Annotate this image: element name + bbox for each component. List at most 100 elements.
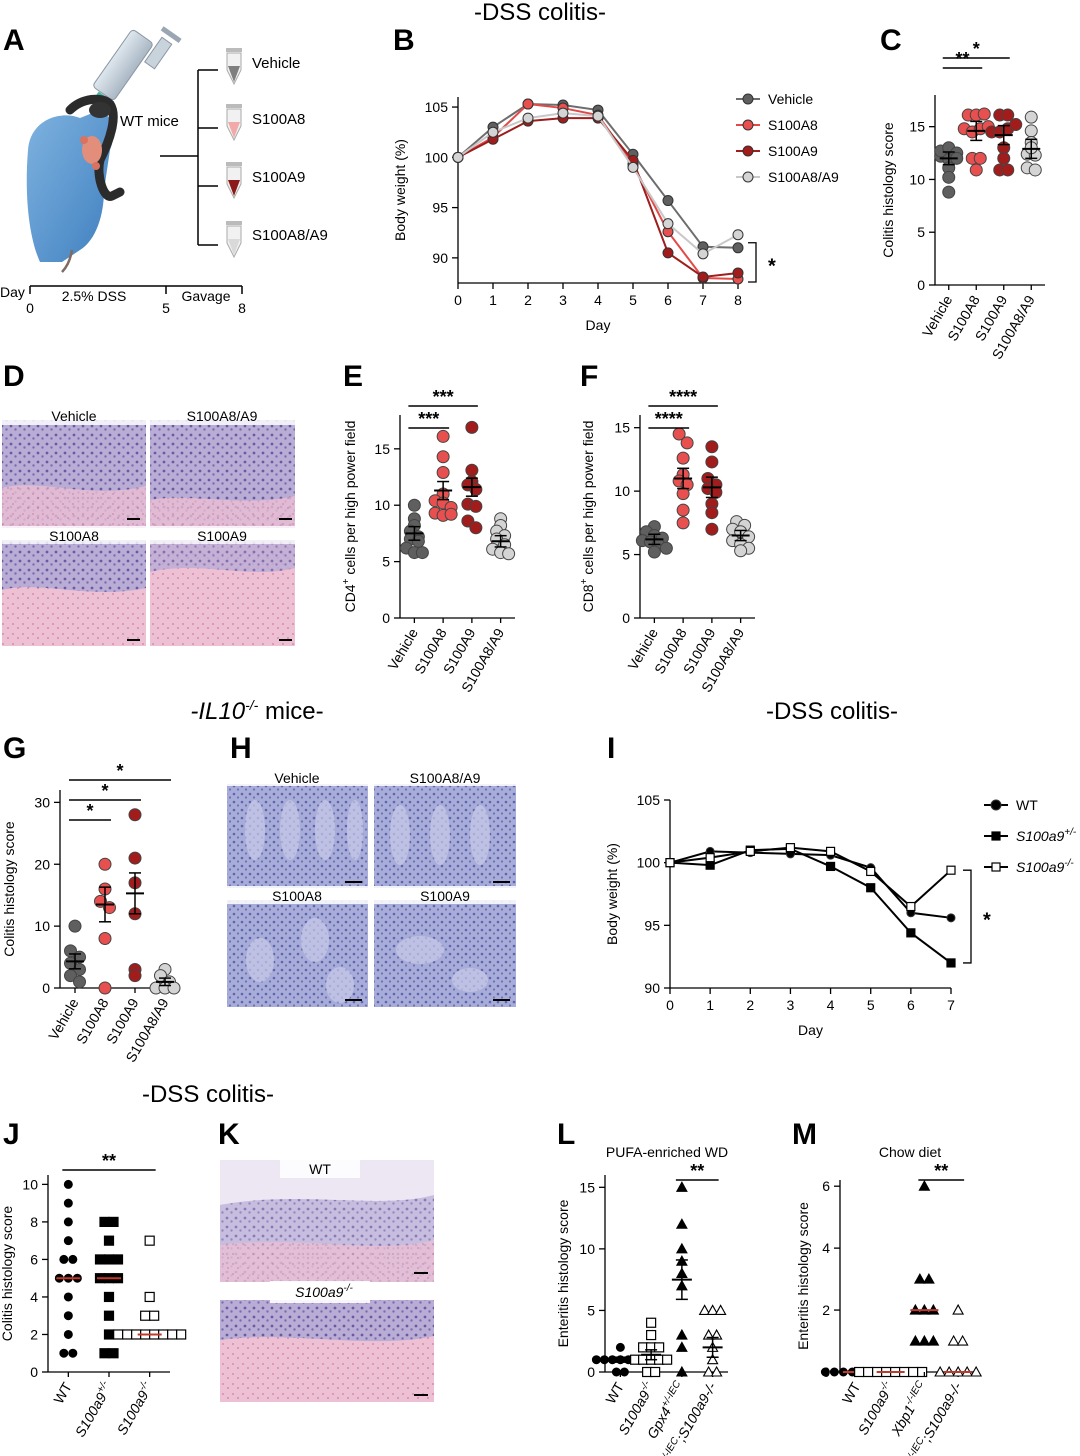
y-tick-label-j: 8 <box>30 1214 38 1230</box>
tube-label-s100a9: S100A9 <box>252 169 305 186</box>
y-axis-label-i: Body weight (%) <box>604 843 620 945</box>
data-point <box>176 1329 187 1340</box>
data-point <box>665 858 675 868</box>
data-point <box>697 271 709 283</box>
x-axis-label-b: Day <box>586 317 611 333</box>
mouse-in-glove-icon <box>26 94 125 273</box>
il10-title-sup: -/- <box>245 697 259 713</box>
panel-a-schematic: WT mice Vehicle S100A8 S100A9 <box>0 26 328 316</box>
data-point <box>732 229 744 241</box>
data-point <box>407 498 421 512</box>
data-point <box>969 163 983 177</box>
data-point <box>675 1328 688 1340</box>
panel-letter-k: K <box>218 1118 240 1151</box>
data-point <box>63 1292 73 1302</box>
x-tick-label-m: WT <box>839 1379 864 1406</box>
y-tick-label-j: 10 <box>22 1176 38 1192</box>
data-point <box>103 1291 115 1303</box>
data-point <box>64 969 77 983</box>
data-point <box>913 1272 926 1284</box>
y-tick-label-e: 5 <box>382 554 390 570</box>
y-axis-label-g: Colitis histology score <box>1 821 17 957</box>
histology-label-d-vehicle: Vehicle <box>51 408 96 424</box>
data-point <box>676 451 690 465</box>
data-point <box>646 1329 657 1341</box>
y-axis-label-tail-e: cells per high power field <box>342 421 358 579</box>
legend-label-text: S100a9 <box>1016 828 1064 844</box>
data-point <box>68 1348 78 1358</box>
x-tick-label-sup: -/-IEC <box>903 1378 926 1407</box>
data-point <box>647 545 661 559</box>
x-tick-label-b: 8 <box>734 292 742 308</box>
panel-letter-m: M <box>792 1118 817 1151</box>
data-point <box>592 110 604 122</box>
significance-label: * <box>86 801 93 821</box>
data-point <box>63 1198 73 1208</box>
y-axis-label-main-i: Body weight (%) <box>604 843 620 945</box>
legend-label-text: WT <box>1016 797 1038 813</box>
y-axis-label-main-m: Enteritis histology score <box>795 1202 811 1350</box>
data-point <box>140 1310 151 1321</box>
series-line <box>457 112 739 256</box>
data-point <box>697 248 709 260</box>
data-point <box>918 1334 931 1346</box>
legend-marker <box>990 799 1002 811</box>
data-point <box>906 901 916 912</box>
data-point <box>128 969 142 983</box>
x-tick-label-sup: +/-IEC <box>659 1378 683 1409</box>
y-axis-label-l: Enteritis histology score <box>555 1199 571 1347</box>
data-point <box>591 1355 601 1365</box>
significance-label: ** <box>690 1161 704 1181</box>
data-point <box>654 1342 665 1353</box>
data-point <box>732 267 744 279</box>
y-tick-label-c: 15 <box>909 119 925 135</box>
data-point <box>659 541 673 555</box>
data-point <box>680 436 694 450</box>
data-point <box>825 861 836 872</box>
data-point <box>167 1329 178 1340</box>
data-point <box>829 1367 839 1377</box>
y-tick-label-f: 5 <box>622 547 630 563</box>
legend-label-sup: -/- <box>1064 858 1074 869</box>
legend-label: Vehicle <box>768 91 813 107</box>
x-tick-label-i: 2 <box>746 997 754 1013</box>
data-point <box>676 516 690 530</box>
x-tick-label-text: WT <box>602 1379 627 1406</box>
data-point <box>59 1254 69 1264</box>
data-point <box>698 1304 711 1315</box>
data-point <box>1024 110 1038 124</box>
y-axis-label-main-g: Colitis histology score <box>1 821 17 957</box>
y-tick-label-i: 105 <box>637 792 661 808</box>
data-point <box>973 151 987 165</box>
legend-label-text: S100A9 <box>768 143 818 159</box>
y-axis-label-c: Colitis histology score <box>880 122 896 258</box>
data-point <box>444 507 458 521</box>
y-tick-label-b: 100 <box>425 149 449 165</box>
data-point <box>675 1365 688 1377</box>
x-tick-label-i: 3 <box>787 997 795 1013</box>
y-tick-label-c: 10 <box>909 171 925 187</box>
y-tick-label-c: 5 <box>917 224 925 240</box>
x-tick-label-b: 3 <box>559 292 567 308</box>
x-tick-label-b: 7 <box>699 292 707 308</box>
panel-letter-j: J <box>3 1118 20 1151</box>
data-point <box>167 981 181 995</box>
significance-label: **** <box>669 387 697 407</box>
data-point <box>927 1334 940 1346</box>
series-line <box>457 117 739 279</box>
data-point <box>662 195 674 207</box>
y-tick-label-l: 10 <box>579 1241 595 1257</box>
data-point <box>113 1329 124 1340</box>
x-tick-label-b: 1 <box>489 292 497 308</box>
y-axis-label-main-e: CD4 <box>342 584 358 612</box>
data-point <box>98 932 112 945</box>
y-tick-label-f: 0 <box>622 610 630 626</box>
data-point <box>599 1355 609 1365</box>
data-point <box>946 958 956 968</box>
histology-label-d-s100a8a9: S100A8/A9 <box>187 408 258 424</box>
chart-panel-b: 90 95 100 105 Body weight (%) 0 1 2 3 4 5 6 7 8 Day Veh… <box>392 91 839 333</box>
tube-label-vehicle: Vehicle <box>252 55 300 72</box>
data-point <box>469 521 483 535</box>
data-point <box>702 1365 715 1377</box>
